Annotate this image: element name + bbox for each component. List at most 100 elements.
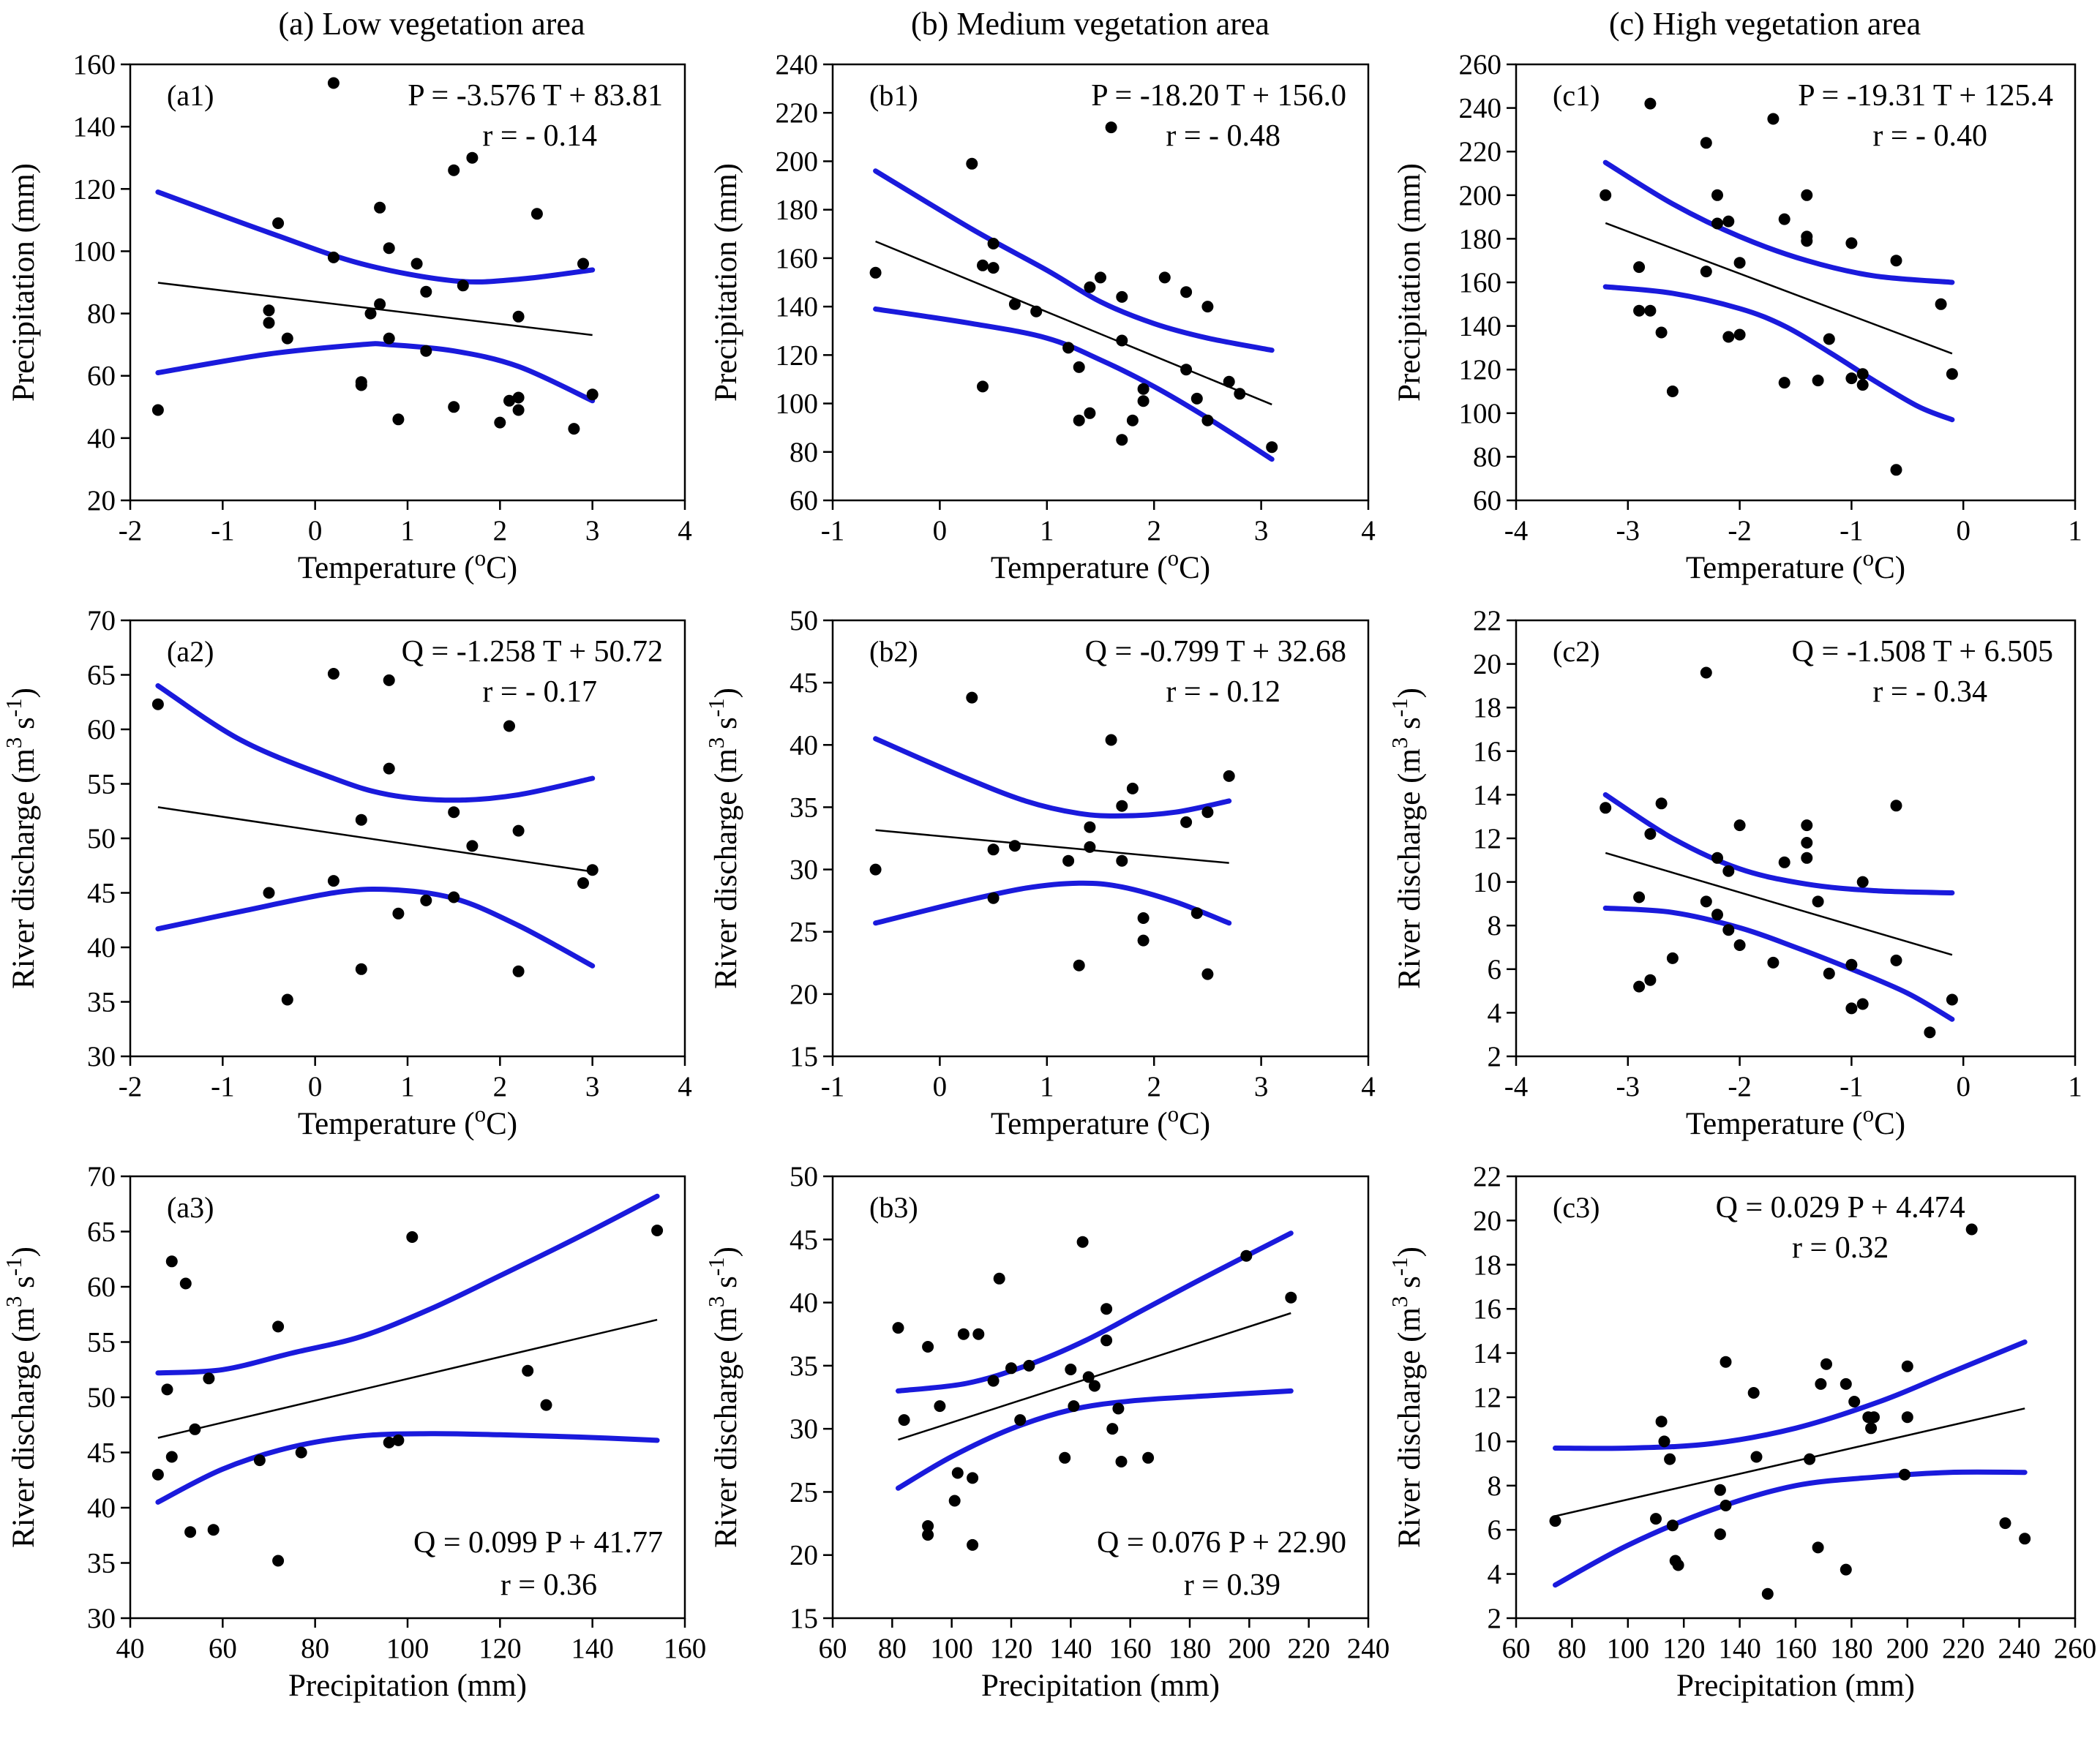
data-point [327,77,340,89]
y-tick-label: 55 [87,769,116,800]
data-point [1804,1453,1816,1465]
x-tick-label: -2 [119,1071,143,1102]
data-point [1223,375,1235,388]
y-tick-label: 160 [776,243,819,274]
confidence-lower-curve [1602,905,1955,1022]
x-tick-label: -1 [1840,1071,1864,1102]
confidence-upper-curve [873,736,1232,819]
data-point [1065,1364,1077,1375]
x-tick-label: 4 [678,1071,692,1102]
y-tick-label: 160 [73,49,116,80]
x-tick-label: 240 [1347,1633,1390,1664]
panel-tag: (a1) [167,79,214,112]
correlation-coefficient: r = - 0.17 [482,675,597,709]
data-point [1030,305,1043,317]
data-point [869,266,882,279]
x-tick-label: 180 [1830,1633,1873,1664]
x-tick-label: 100 [930,1633,973,1664]
data-point [1644,828,1657,840]
y-tick-label: 45 [790,667,818,699]
data-point [1714,1484,1726,1496]
data-point [1655,797,1668,810]
confidence-lower-curve [1553,1469,2028,1588]
x-tick-label: 140 [1049,1633,1092,1664]
plot-frame [1515,63,2077,502]
x-tick-label: 220 [1942,1633,1985,1664]
x-tick-label: 0 [933,1071,948,1102]
confidence-upper-curve [155,683,596,803]
x-axis-label: Temperature (oC) [991,545,1210,586]
data-point [1644,974,1657,986]
data-point [512,965,525,977]
y-tick-label: 60 [87,714,116,745]
y-tick-label: 35 [790,792,818,823]
x-tick-label: 4 [1361,515,1376,546]
data-point [1084,407,1096,419]
x-tick-label: 1 [400,1071,415,1102]
y-tick-label: 45 [87,878,116,909]
x-tick-label: 2 [1147,515,1161,546]
data-point [512,824,525,837]
y-tick-label: 160 [1459,267,1502,298]
regression-line [1555,1407,2025,1517]
data-point [1137,395,1150,407]
data-point [1750,1451,1763,1463]
data-point [1901,1360,1913,1372]
data-point [392,1434,405,1446]
data-point [522,1364,534,1377]
data-point [1600,802,1612,814]
confidence-lower-curve [873,880,1232,926]
x-tick-label: -2 [1728,515,1752,546]
data-point [1856,998,1869,1010]
data-point [1767,113,1780,125]
data-point [1059,1451,1071,1464]
data-point [1700,895,1712,908]
y-tick-label: 60 [87,361,116,392]
data-point [1644,97,1657,110]
y-tick-label: 120 [73,173,116,205]
data-point [1672,1559,1684,1571]
y-tick-label: 14 [1473,1338,1501,1369]
x-tick-label: 1 [2068,1071,2082,1102]
x-tick-label: 60 [1502,1633,1531,1664]
y-tick-label: 60 [790,485,818,516]
data-point [577,877,589,890]
x-tick-label: 120 [990,1633,1033,1664]
data-point [1633,891,1646,903]
x-axis-label: Precipitation (mm) [1676,1669,1915,1703]
data-point [1023,1359,1035,1372]
data-point [1868,1411,1880,1424]
data-point [1600,189,1612,201]
y-tick-label: 15 [790,1041,818,1072]
data-point [281,993,293,1006]
data-point [1068,1400,1080,1413]
x-tick-label: 4 [678,515,692,546]
y-tick-label: 20 [1473,1205,1501,1236]
data-point [165,1255,178,1268]
data-point [1865,1422,1878,1435]
data-point [2019,1533,2031,1545]
data-point [1890,954,1902,966]
plot-frame [831,619,1370,1058]
confidence-upper-curve [873,168,1275,353]
x-axis-label: Precipitation (mm) [981,1669,1220,1703]
x-tick-label: 180 [1169,1633,1212,1664]
y-tick-label: 140 [73,111,116,143]
y-tick-label: 6 [1488,954,1502,985]
data-point [189,1423,201,1435]
y-tick-label: 100 [776,388,819,420]
data-point [1711,189,1723,201]
x-tick-label: 80 [878,1633,907,1664]
x-tick-label: 160 [664,1633,707,1664]
y-tick-label: 20 [1473,649,1501,680]
y-tick-label: 65 [87,660,116,691]
x-tick-label: 80 [1558,1633,1586,1664]
data-point [1285,1291,1297,1304]
x-tick-label: 140 [571,1633,614,1664]
y-axis-label: River discharge (m3 s-1) [703,1247,744,1548]
data-point [1014,1414,1027,1427]
plot-frame [129,619,686,1058]
data-point [977,259,989,271]
regression-line [157,1318,658,1439]
x-tick-label: -1 [821,515,845,546]
